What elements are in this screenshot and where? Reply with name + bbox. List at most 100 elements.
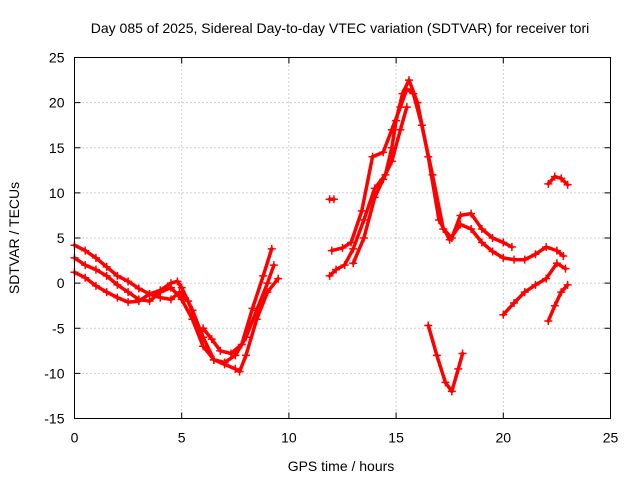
data-point-marker (338, 243, 347, 252)
data-point-marker (510, 255, 519, 264)
data-point-marker (447, 234, 456, 242)
data-point-marker (274, 274, 283, 283)
data-point-marker (379, 148, 388, 157)
data-point-marker (550, 301, 559, 310)
data-point-marker (417, 121, 426, 130)
data-point-marker (134, 297, 143, 306)
grid-lines (74, 57, 611, 419)
series-track-e (327, 78, 566, 278)
y-tick-label: -15 (44, 411, 64, 427)
data-point-marker (113, 293, 122, 302)
data-point-marker (267, 244, 276, 253)
data-point-marker (81, 246, 90, 255)
data-point-marker (552, 246, 561, 255)
data-point-marker (404, 76, 413, 85)
data-point-marker (340, 261, 349, 270)
data-point-marker (359, 234, 368, 242)
data-point-marker (231, 351, 240, 360)
data-point-marker (370, 193, 379, 202)
x-tick-label: 20 (496, 430, 512, 446)
data-point-marker (177, 283, 186, 292)
data-point-marker (199, 342, 208, 351)
data-point-marker (561, 264, 570, 273)
data-point-marker (424, 321, 433, 330)
data-point-marker (402, 103, 411, 112)
data-point-marker (550, 172, 559, 181)
data-point-marker (102, 288, 111, 297)
data-point-marker (91, 281, 100, 290)
data-point-marker (113, 280, 122, 289)
data-point-marker (428, 170, 437, 179)
data-point-marker (173, 277, 182, 286)
data-point-marker (409, 89, 418, 98)
x-tick-label: 10 (281, 430, 297, 446)
data-point-marker (81, 273, 90, 282)
data-point-marker (454, 364, 463, 373)
data-point-marker (456, 211, 465, 220)
data-point-marker (263, 288, 272, 297)
series-track-b (72, 256, 280, 374)
data-point-marker (156, 293, 165, 302)
data-point-marker (349, 259, 358, 268)
data-point-marker (432, 351, 441, 360)
data-point-marker (347, 238, 356, 247)
data-point-marker (396, 125, 405, 134)
data-point-marker (510, 298, 519, 307)
data-point-marker (552, 259, 561, 268)
data-point-marker (477, 238, 486, 247)
data-point-marker (237, 340, 246, 349)
data-point-marker (441, 378, 450, 387)
data-point-marker (477, 224, 486, 233)
data-point-marker (269, 261, 278, 270)
data-point-marker (520, 288, 529, 297)
series-track-d (201, 247, 274, 356)
data-point-marker (531, 250, 540, 259)
data-point-marker (199, 324, 208, 333)
data-point-marker (242, 351, 251, 360)
x-tick-label: 0 (71, 430, 79, 446)
data-point-marker (329, 195, 338, 204)
y-tick-label: 15 (49, 140, 65, 156)
data-point-marker (488, 234, 497, 242)
data-point-marker (175, 288, 184, 297)
data-point-marker (499, 253, 508, 262)
data-point-marker (124, 298, 133, 307)
y-tick-label: 10 (49, 185, 65, 201)
y-axis-label: SDTVAR / TECUs (6, 182, 22, 294)
series-track-g (351, 105, 409, 266)
axis-ticks: 0 5 10 15 20 25 -15 -10 -5 0 5 10 15 20 25 (44, 50, 618, 446)
data-point-marker (349, 244, 358, 253)
series-track-k (546, 174, 570, 187)
data-point-marker (507, 243, 516, 252)
data-point-marker (113, 271, 122, 280)
x-tick-label: 15 (388, 430, 404, 446)
series-track-j (546, 283, 570, 323)
data-point-marker (235, 367, 244, 376)
data-point-marker (124, 288, 133, 297)
series-track-f (330, 87, 514, 253)
data-point-marker (227, 349, 236, 358)
chart-title: Day 085 of 2025, Sidereal Day-to-day VTE… (91, 20, 590, 36)
data-point-marker (259, 271, 268, 280)
data-point-marker (81, 261, 90, 270)
data-point-marker (207, 335, 216, 344)
data-point-marker (368, 152, 377, 161)
data-point-marker (220, 360, 229, 369)
data-point-marker (124, 277, 133, 286)
data-point-marker (563, 280, 572, 289)
data-point-marker (357, 206, 366, 215)
data-point-marker (134, 284, 143, 293)
data-point-marker (563, 180, 572, 189)
data-point-marker (263, 279, 272, 288)
data-point-marker (102, 262, 111, 271)
data-point-marker (559, 252, 568, 261)
data-point-marker (102, 271, 111, 280)
data-point-marker (145, 297, 154, 306)
data-point-marker (332, 265, 341, 274)
data-point-marker (216, 346, 225, 355)
data-point-marker (387, 157, 396, 166)
data-point-marker (91, 265, 100, 274)
data-point-marker (467, 209, 476, 218)
data-point-marker (248, 304, 257, 313)
